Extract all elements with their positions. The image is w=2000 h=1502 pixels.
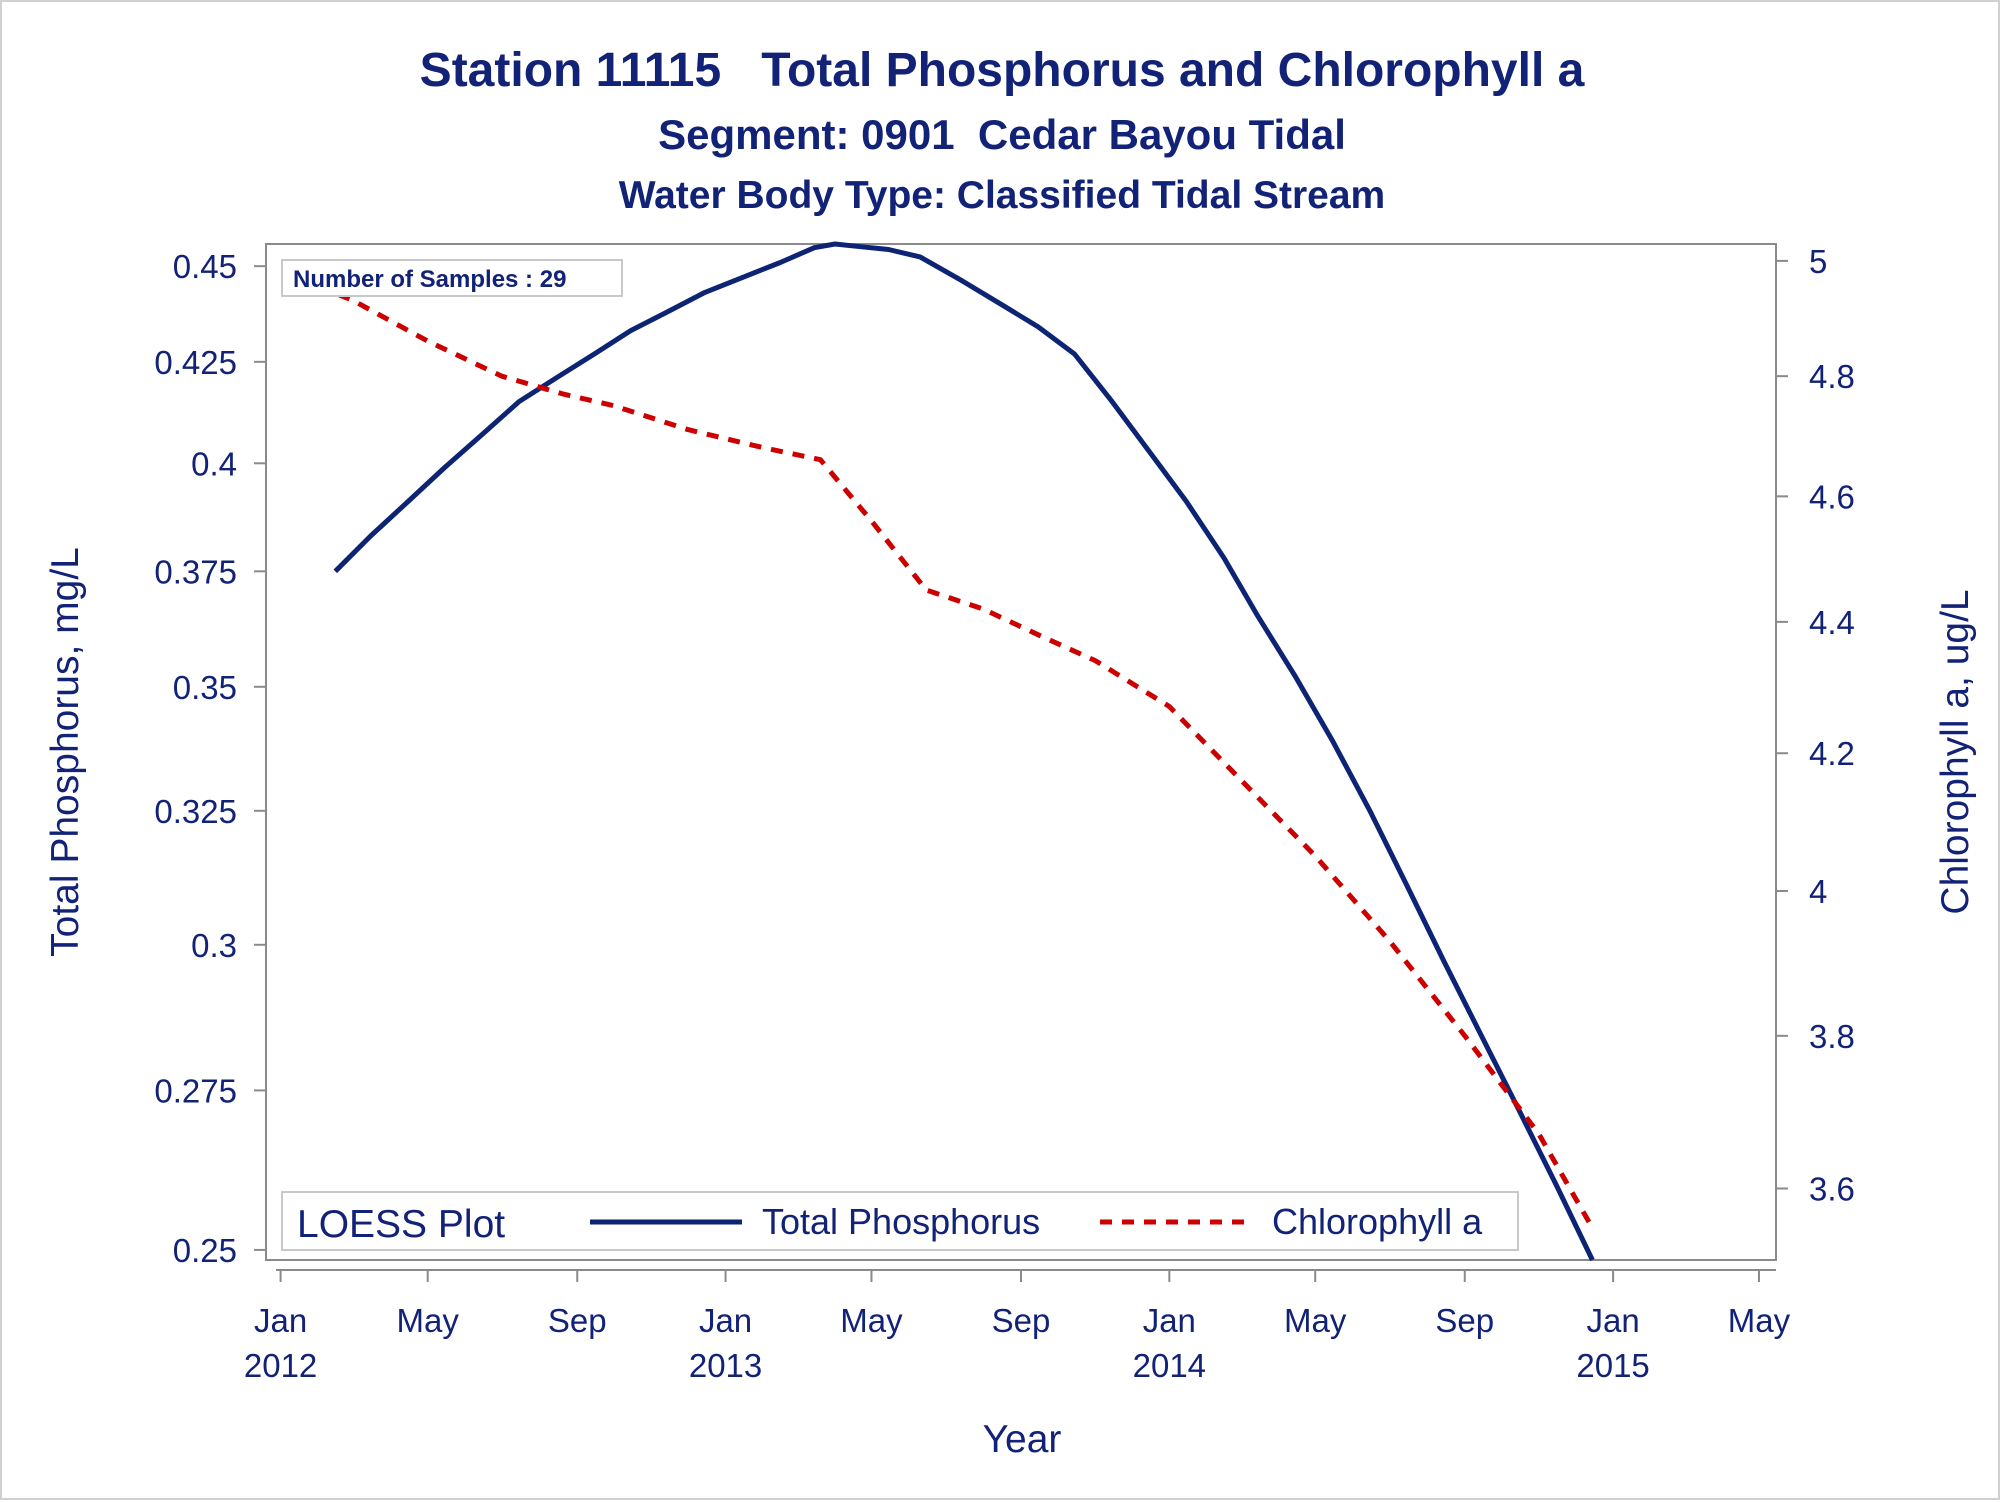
y2-tick-label: 3.6 <box>1809 1171 1855 1208</box>
x-tick-label: May <box>840 1302 903 1339</box>
x-axis-label: Year <box>983 1418 1062 1461</box>
x-tick-label: May <box>397 1302 460 1339</box>
y2-tick-label: 4.4 <box>1809 604 1855 641</box>
x-tick-label: Jan <box>1143 1302 1196 1339</box>
x-tick-label: Sep <box>548 1302 607 1339</box>
chart-subtitle: Segment: 0901 Cedar Bayou Tidal <box>658 111 1346 158</box>
x-tick-label: May <box>1284 1302 1347 1339</box>
y-tick-label: 0.425 <box>154 344 237 381</box>
sample-count-text: Number of Samples : 29 <box>293 266 566 293</box>
y2-tick-label: 5 <box>1809 243 1827 280</box>
x-tick-label: Sep <box>992 1302 1051 1339</box>
x-tick-label: May <box>1728 1302 1791 1339</box>
y2-tick-label: 4.2 <box>1809 735 1855 772</box>
y2-tick-label: 3.8 <box>1809 1018 1855 1055</box>
y-tick-label: 0.325 <box>154 793 237 830</box>
sample-count-box: Number of Samples : 29 <box>281 259 623 297</box>
y-tick-label: 0.25 <box>173 1232 237 1269</box>
legend: LOESS Plot Total Phosphorus Chlorophyll … <box>281 1191 1519 1251</box>
legend-frame <box>281 1191 1519 1251</box>
y2-tick-label: 4 <box>1809 873 1827 910</box>
x-tick-year-label: 2012 <box>244 1347 317 1384</box>
series-line-total-phosphorus <box>333 241 1595 1262</box>
sample-count-frame <box>281 259 623 297</box>
y-tick-label: 0.3 <box>191 927 237 964</box>
x-tick-year-label: 2014 <box>1133 1347 1206 1384</box>
x-tick-label: Jan <box>699 1302 752 1339</box>
y2-tick-label: 4.6 <box>1809 478 1855 515</box>
y-axis: 0.25 0.275 0.3 0.325 0.35 0.375 0.4 0.425 0.45 <box>154 248 266 1269</box>
chart-subtitle-2: Water Body Type: Classified Tidal Stream <box>619 174 1385 217</box>
legend-label-total-phosphorus: Total Phosphorus <box>762 1201 1040 1242</box>
y-tick-label: 0.4 <box>191 445 237 482</box>
y-tick-label: 0.45 <box>173 248 237 285</box>
x-tick-year-label: 2015 <box>1576 1347 1649 1384</box>
y2-axis-label: Chlorophyll a, ug/L <box>1934 589 1977 914</box>
y-tick-label: 0.35 <box>173 669 237 706</box>
plot-area <box>265 243 1777 1261</box>
series-line-chlorophyll-a <box>296 275 1595 1230</box>
chart-title: Station 11115 Total Phosphorus and Chlor… <box>420 44 1585 97</box>
y-tick-label: 0.375 <box>154 553 237 590</box>
y-axis-label: Total Phosphorus, mg/L <box>44 547 87 957</box>
series-group <box>296 241 1595 1262</box>
legend-title: LOESS Plot <box>297 1203 505 1246</box>
x-axis: Jan 2012 May Sep Jan 2013 May Sep Jan 2014 May Sep J… <box>244 1269 1791 1384</box>
x-tick-label: Sep <box>1435 1302 1494 1339</box>
x-tick-label: Jan <box>254 1302 307 1339</box>
y2-axis: 3.6 3.8 4 4.2 4.4 4.6 4.8 5 <box>1776 243 1855 1208</box>
y-tick-label: 0.275 <box>154 1072 237 1109</box>
x-tick-label: Jan <box>1586 1302 1639 1339</box>
x-tick-year-label: 2013 <box>689 1347 762 1384</box>
legend-label-chlorophyll-a: Chlorophyll a <box>1272 1201 1483 1242</box>
y2-tick-label: 4.8 <box>1809 358 1855 395</box>
